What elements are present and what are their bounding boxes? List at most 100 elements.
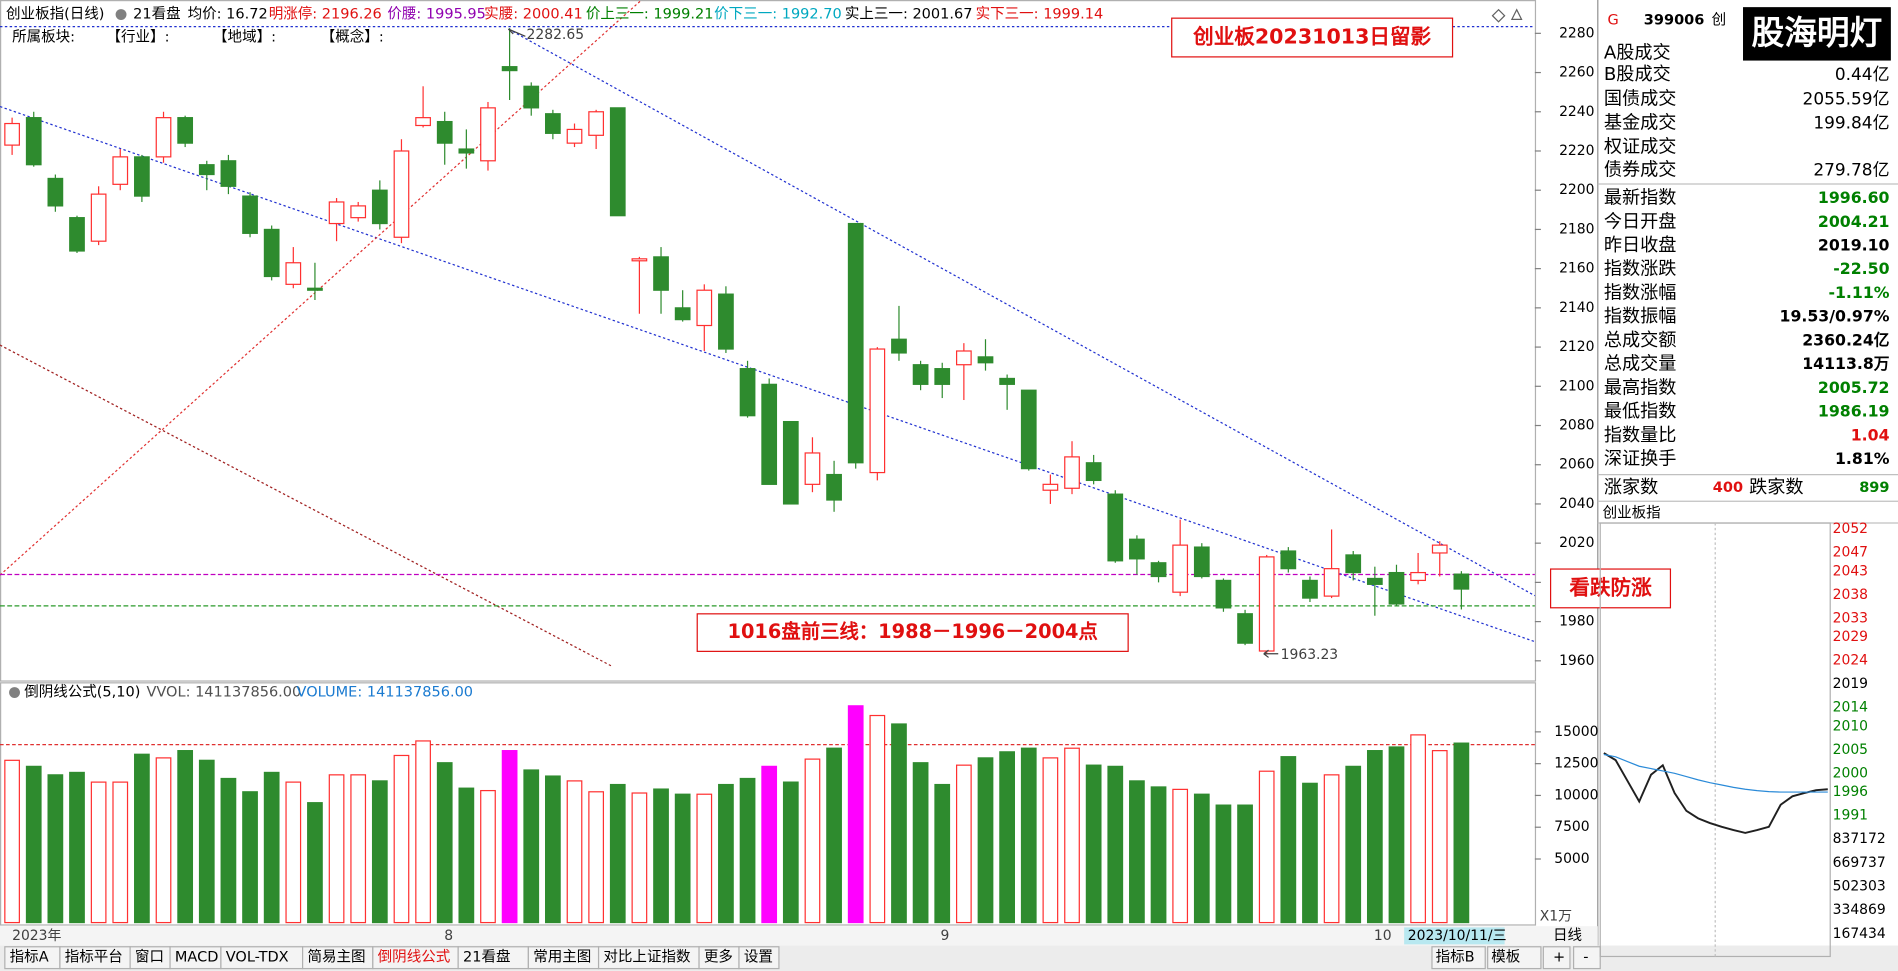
candle-body xyxy=(155,117,172,158)
tab-label: + xyxy=(1553,950,1565,966)
y-tick-label: 2240 xyxy=(1559,104,1594,120)
volume-bar xyxy=(69,771,85,924)
candle-body xyxy=(69,217,85,252)
candle-body xyxy=(1172,544,1189,593)
row-label: 深证换手 xyxy=(1604,449,1677,470)
snapshot-note: 创业板20231013日留影 xyxy=(1192,25,1431,49)
y-tick-label: 2033 xyxy=(1833,610,1868,626)
row-value: 199.84亿 xyxy=(1813,112,1889,132)
tab-label: 窗口 xyxy=(135,948,164,966)
cursor-date: 2023/10/11/三 xyxy=(1408,928,1507,944)
row-value: 1996.60 xyxy=(1818,188,1890,207)
x-axis-bar xyxy=(0,926,1598,946)
volume-bar xyxy=(977,757,994,924)
volume-bar xyxy=(436,762,453,924)
y-tick-label: 502303 xyxy=(1833,878,1886,894)
candle-body xyxy=(350,205,367,219)
quote-name: 创 xyxy=(1712,12,1727,29)
row-value: 1986.19 xyxy=(1818,402,1890,421)
intraday-line xyxy=(1603,752,1828,834)
y-tick-label: 334869 xyxy=(1833,902,1886,918)
tab[interactable] xyxy=(1542,946,1571,970)
tab[interactable] xyxy=(1572,946,1601,970)
candle-body xyxy=(718,293,734,350)
row-value: 279.78亿 xyxy=(1813,160,1889,180)
trend-line xyxy=(0,344,612,667)
candle-body xyxy=(1258,556,1275,652)
volume-bar xyxy=(588,791,605,924)
header-item: 实上三一: 2001.67 xyxy=(845,6,973,23)
volume-bar xyxy=(112,781,129,924)
intraday-title: 创业板指 xyxy=(1603,503,1661,521)
y-tick-label: 2160 xyxy=(1559,261,1594,277)
tab-label: MACD xyxy=(175,950,219,966)
volume-bar xyxy=(458,787,475,924)
volume-bar xyxy=(1410,734,1426,924)
volume-bar xyxy=(501,750,518,924)
volume-bar xyxy=(999,751,1015,924)
high-label: 2282.65 xyxy=(527,27,585,43)
volume-bar xyxy=(1388,746,1405,924)
icon[interactable] xyxy=(115,9,127,20)
volume-stat: VVOL: 141137856.00 xyxy=(146,685,301,701)
window-icons[interactable] xyxy=(1491,8,1523,23)
candle-body xyxy=(198,164,215,176)
volume-bar xyxy=(696,793,713,924)
y-tick-label: 12500 xyxy=(1554,756,1598,772)
candle-body xyxy=(1042,483,1059,491)
volume-bar xyxy=(47,774,64,924)
volume-bar xyxy=(155,757,172,924)
row-label: 昨日收盘 xyxy=(1604,235,1677,256)
volume-bar xyxy=(847,705,864,924)
volume-bar xyxy=(609,783,626,924)
candle-body xyxy=(653,256,669,291)
candle-body xyxy=(1193,546,1210,578)
tab[interactable] xyxy=(1487,946,1542,970)
volume-bar xyxy=(415,740,431,924)
y-tick-label: 1991 xyxy=(1833,808,1868,824)
cursor-box xyxy=(1404,927,1505,945)
volume-bar xyxy=(242,791,258,924)
x-tick-label: 9 xyxy=(941,928,950,944)
volume-bar xyxy=(134,753,150,924)
volume-bar xyxy=(804,758,821,924)
candle-body xyxy=(134,156,150,197)
volume-bar xyxy=(1193,793,1210,924)
volume-bar xyxy=(1129,780,1145,924)
tab-label: 常用主图 xyxy=(533,949,591,966)
intraday-line xyxy=(1603,753,1828,793)
candle-body xyxy=(263,228,280,278)
tab[interactable] xyxy=(738,946,780,970)
volume-bar xyxy=(739,777,756,924)
volume-bar xyxy=(1345,765,1362,924)
row-label: B股成交 xyxy=(1604,64,1671,85)
row-label: 指数涨跌 xyxy=(1604,259,1677,280)
candle-body xyxy=(977,356,994,364)
y-tick-label: 2120 xyxy=(1559,339,1594,355)
y-tick-label: 15000 xyxy=(1554,724,1598,740)
volume-bar xyxy=(1020,747,1037,924)
y-tick-label: 2220 xyxy=(1559,143,1594,159)
y-tick-label: 2100 xyxy=(1559,378,1594,394)
candle-body xyxy=(566,128,583,144)
volume-bar xyxy=(955,764,972,924)
candle-body xyxy=(609,107,626,217)
tab-label: 设置 xyxy=(744,949,773,966)
candle-body xyxy=(912,364,929,385)
row-label: 基金成交 xyxy=(1604,112,1677,133)
tab-label: 指标B xyxy=(1436,949,1475,966)
tab[interactable] xyxy=(1431,946,1486,970)
icon[interactable] xyxy=(9,687,20,698)
candle-body xyxy=(782,420,799,505)
breadth-label: 涨家数 xyxy=(1604,477,1658,498)
tab-label: 倒阴线公式 xyxy=(378,949,451,966)
volume-bar xyxy=(220,777,237,924)
candle-body xyxy=(371,189,388,225)
row-label: 权证成交 xyxy=(1604,137,1677,158)
volume-bar xyxy=(307,802,323,924)
y-tick-label: 2020 xyxy=(1559,535,1594,551)
volume-bar xyxy=(350,774,367,924)
row-label: 指数量比 xyxy=(1604,425,1677,446)
volume-bar xyxy=(371,780,388,924)
y-tick-label: 167434 xyxy=(1833,926,1886,942)
